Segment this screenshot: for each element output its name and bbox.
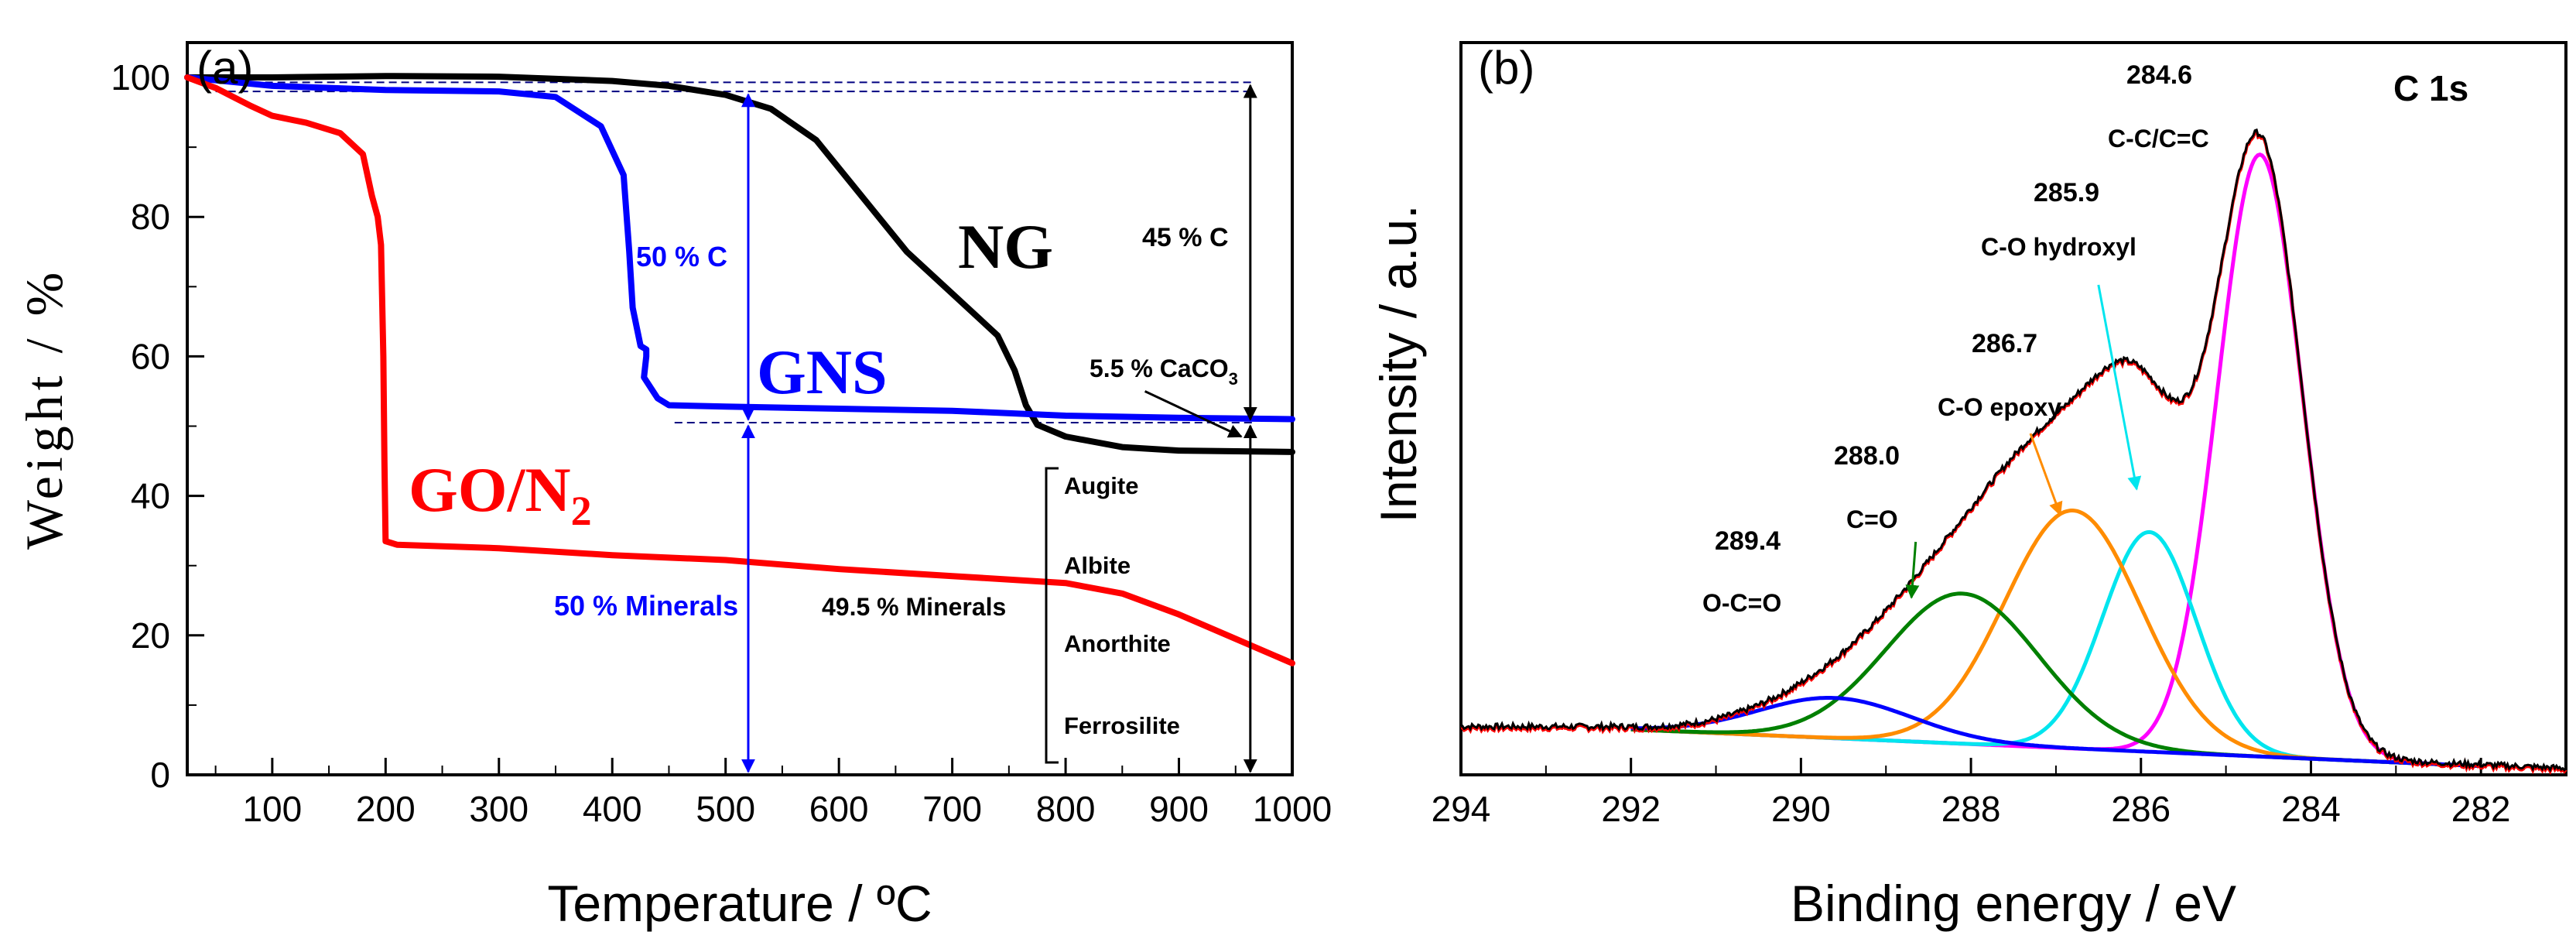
peak-284-6-assignment: C-C/C=C (2108, 125, 2209, 152)
mineral-ferrosilite: Ferrosilite (1064, 712, 1180, 739)
panel-a-y-tick-label-0: 0 (150, 755, 170, 795)
caco3-label-subscript: 3 (1229, 369, 1238, 389)
epoxy-pointer-arrow (2029, 433, 2063, 516)
hydroxyl-pointer-arrow (2097, 284, 2142, 491)
peak-285-9-energy: 285.9 (2034, 178, 2099, 207)
peak-288-0-assignment: C=O (1846, 505, 1898, 533)
peak-286-7-energy: 286.7 (1972, 329, 2037, 358)
panel-b-label: (b) (1478, 42, 1534, 94)
panel-a: 100 200 300 400 500 600 700 800 900 1000 0 20 40 60 8… (15, 41, 1332, 932)
panel-a-x-tick-label-600: 600 (809, 789, 869, 829)
series-go-n-line (184, 74, 1295, 666)
panel-b-y-axis-label: Intensity / a.u. (1370, 205, 1427, 523)
panel-a-x-tick-label-800: 800 (1036, 789, 1096, 829)
panel-b-x-tick-label-292: 292 (1601, 789, 1661, 829)
gns-series-label: GNS (757, 337, 888, 407)
go-series-label-subscript: 2 (571, 488, 592, 534)
caco3-label: 5.5 % CaCO3 (1090, 355, 1238, 389)
panel-b-x-tick-label-294: 294 (1432, 789, 1491, 829)
panel-b-x-tick-label-282: 282 (2451, 789, 2511, 829)
panel-b: 294 292 290 288 286 284 282 (b) C 1s Binding e… (1370, 41, 2567, 932)
panel-a-x-tick-label-200: 200 (356, 789, 416, 829)
panel-a-x-tick-label-100: 100 (242, 789, 302, 829)
panel-a-x-tick-label-500: 500 (696, 789, 755, 829)
panel-b-x-tick-label-286: 286 (2111, 789, 2171, 829)
go-series-label: GO/N2 (409, 454, 592, 534)
panel-b-x-axis-label: Binding energy / eV (1791, 875, 2236, 932)
carbonyl-pointer-arrow (1905, 541, 1920, 599)
panel-a-x-tick-label-700: 700 (922, 789, 982, 829)
mineral-augite: Augite (1064, 472, 1138, 499)
panel-b-title: C 1s (2393, 68, 2468, 108)
mineral-anorthite: Anorthite (1064, 630, 1171, 657)
xps-component-289-4 (1630, 696, 2482, 769)
panel-b-frame (1459, 41, 2567, 776)
gns-minerals-label: 50 % Minerals (554, 590, 738, 622)
panel-b-x-tick-label-284: 284 (2281, 789, 2341, 829)
panel-a-y-tick-label-40: 40 (131, 476, 170, 516)
panel-a-x-tick-label-300: 300 (469, 789, 529, 829)
panel-a-x-axis-label: Temperature / ºC (547, 875, 932, 932)
caco3-label-main: 5.5 % CaCO (1090, 355, 1229, 382)
ng-series-label: NG (958, 211, 1053, 282)
panel-a-y-tick-label-80: 80 (131, 197, 170, 237)
series-ng-line (184, 73, 1295, 455)
panel-a-x-tick-label-400: 400 (583, 789, 642, 829)
minerals-bracket (1045, 467, 1059, 764)
peak-289-4-energy: 289.4 (1715, 526, 1781, 556)
panel-a-y-tick-label-60: 60 (131, 336, 170, 376)
mineral-albite: Albite (1064, 552, 1131, 579)
peak-284-6-energy: 284.6 (2126, 60, 2192, 90)
panel-b-x-tick-label-288: 288 (1941, 789, 2001, 829)
panel-a-y-tick-label-20: 20 (131, 615, 170, 656)
panel-a-y-axis-label: Weight / % (15, 268, 74, 550)
go-series-label-main: GO/N (409, 454, 571, 525)
panel-a-x-tick-label-900: 900 (1149, 789, 1209, 829)
peak-285-9-assignment: C-O hydroxyl (1981, 233, 2136, 261)
ng-carbon-label: 45 % C (1142, 223, 1229, 252)
panel-b-x-tick-label-290: 290 (1771, 789, 1831, 829)
caco3-pointer-arrow (1144, 390, 1243, 438)
series-gns-line (184, 74, 1295, 423)
peak-288-0-energy: 288.0 (1834, 441, 1900, 471)
peak-289-4-assignment: O-C=O (1702, 589, 1781, 617)
panel-a-label: (a) (197, 42, 253, 94)
panel-a-x-tick-label-1000: 1000 (1253, 789, 1332, 829)
xps-envelope-line (1460, 128, 2567, 773)
panel-a-y-tick-label-100: 100 (111, 57, 170, 98)
peak-286-7-assignment: C-O epoxy (1938, 393, 2061, 421)
gns-carbon-label: 50 % C (636, 241, 727, 272)
ng-minerals-label: 49.5 % Minerals (822, 593, 1006, 621)
